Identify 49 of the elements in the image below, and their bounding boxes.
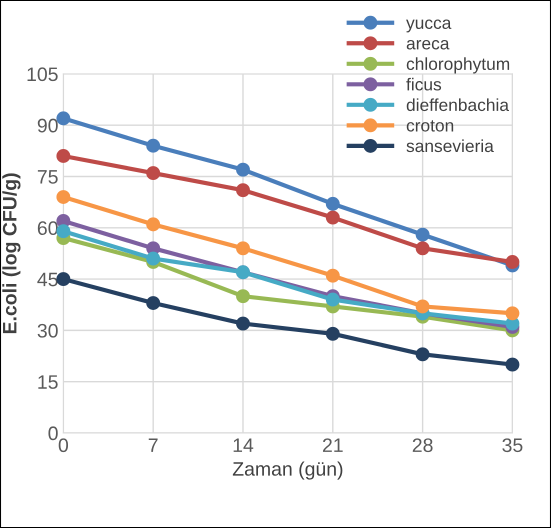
point [236,316,250,330]
point [416,299,430,314]
point [416,347,430,362]
point [326,292,340,307]
x-tick-label: 28 [412,438,433,452]
point [236,162,250,177]
legend-label: dieffenbachia [406,98,509,112]
legend-label: ficus [406,78,442,91]
point [146,252,160,266]
point [146,166,160,180]
point [236,289,250,304]
point [326,268,340,283]
point [416,241,430,256]
point [56,111,70,126]
y-tick-label: 60 [38,221,58,236]
legend-label: croton [406,120,454,132]
point [505,306,520,320]
x-tick-label: 21 [322,438,343,452]
point [56,149,70,163]
point [505,358,520,372]
y-tick-label: 75 [38,170,58,184]
legend-label: yucca [406,19,452,32]
point [505,255,520,269]
y-axis-title: E.coli (log CFU/g) [2,173,21,334]
y-tick-label: 15 [38,375,58,389]
y-tick-label: 105 [28,67,58,82]
point [146,296,160,310]
legend-label: sansevieria [406,139,494,152]
point [236,183,250,198]
x-tick-label: 14 [234,438,254,452]
point [56,272,70,286]
point [326,326,340,341]
point [416,228,430,242]
y-tick-label: 90 [38,118,58,132]
x-tick-label: 0 [58,438,68,452]
legend-label: areca [406,40,450,50]
point [236,241,250,256]
point [326,196,340,211]
x-tick-label: 35 [502,438,522,452]
legend-label: chlorophytum [406,57,510,74]
y-tick-label: 0 [48,426,58,440]
x-tick-label: 7 [148,438,158,452]
point [146,138,160,153]
y-tick-label: 45 [37,272,58,286]
point [56,190,70,204]
point [146,217,160,232]
point [326,210,340,224]
y-tick-label: 30 [38,324,58,338]
x-axis-title: Zaman (gün) [232,462,342,480]
